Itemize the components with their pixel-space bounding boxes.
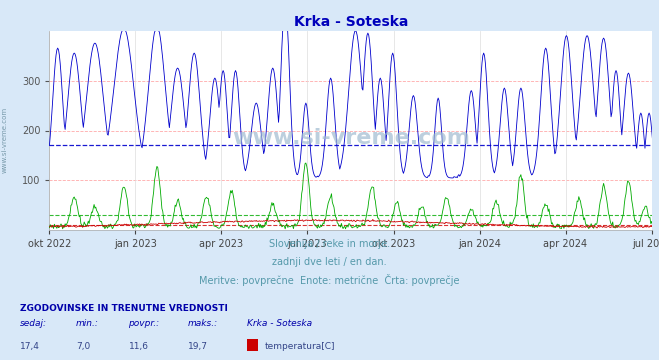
Text: 11,6: 11,6	[129, 342, 148, 351]
Text: temperatura[C]: temperatura[C]	[265, 342, 335, 351]
Text: Krka - Soteska: Krka - Soteska	[247, 319, 312, 328]
Text: 7,0: 7,0	[76, 342, 90, 351]
Text: Slovenija / reke in morje.: Slovenija / reke in morje.	[269, 239, 390, 249]
Text: min.:: min.:	[76, 319, 99, 328]
Text: ZGODOVINSKE IN TRENUTNE VREDNOSTI: ZGODOVINSKE IN TRENUTNE VREDNOSTI	[20, 304, 227, 313]
Text: Meritve: povprečne  Enote: metrične  Črta: povprečje: Meritve: povprečne Enote: metrične Črta:…	[199, 274, 460, 286]
Text: maks.:: maks.:	[188, 319, 218, 328]
Text: 19,7: 19,7	[188, 342, 208, 351]
Text: sedaj:: sedaj:	[20, 319, 47, 328]
Text: www.si-vreme.com: www.si-vreme.com	[1, 107, 8, 174]
Text: www.si-vreme.com: www.si-vreme.com	[232, 129, 470, 148]
Text: povpr.:: povpr.:	[129, 319, 159, 328]
Title: Krka - Soteska: Krka - Soteska	[294, 15, 408, 30]
Text: zadnji dve leti / en dan.: zadnji dve leti / en dan.	[272, 257, 387, 267]
Text: 17,4: 17,4	[20, 342, 40, 351]
